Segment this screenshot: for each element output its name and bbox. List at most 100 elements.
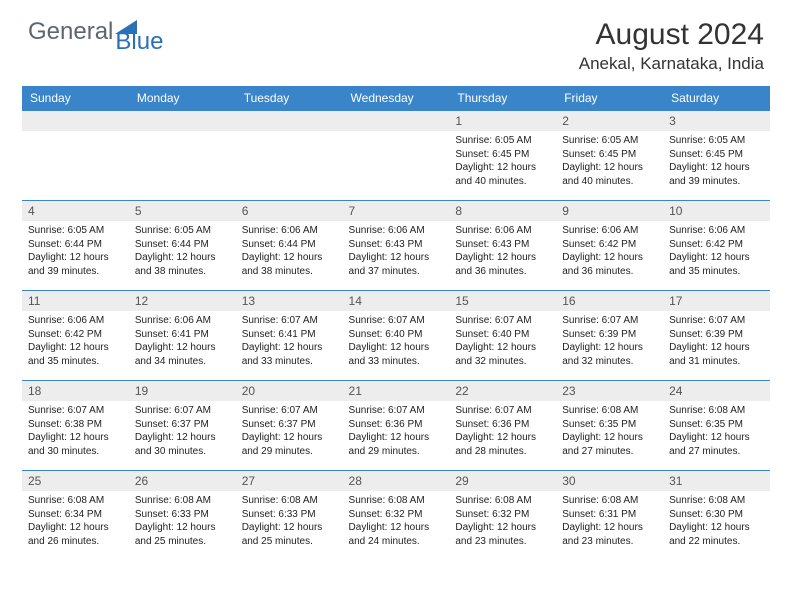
day-number: 28 bbox=[343, 471, 450, 491]
day-details: Sunrise: 6:08 AMSunset: 6:32 PMDaylight:… bbox=[449, 491, 556, 552]
day-number: 26 bbox=[129, 471, 236, 491]
day-header: Tuesday bbox=[236, 86, 343, 111]
calendar-week-row: 11Sunrise: 6:06 AMSunset: 6:42 PMDayligh… bbox=[22, 291, 770, 381]
title-block: August 2024 Anekal, Karnataka, India bbox=[579, 18, 764, 74]
day-number: 6 bbox=[236, 201, 343, 221]
calendar-day-cell: 4Sunrise: 6:05 AMSunset: 6:44 PMDaylight… bbox=[22, 201, 129, 291]
calendar-day-cell: 15Sunrise: 6:07 AMSunset: 6:40 PMDayligh… bbox=[449, 291, 556, 381]
day-number: 30 bbox=[556, 471, 663, 491]
day-number bbox=[236, 111, 343, 131]
calendar-day-cell: 1Sunrise: 6:05 AMSunset: 6:45 PMDaylight… bbox=[449, 111, 556, 201]
calendar-day-cell bbox=[129, 111, 236, 201]
day-details: Sunrise: 6:06 AMSunset: 6:42 PMDaylight:… bbox=[663, 221, 770, 282]
day-details: Sunrise: 6:06 AMSunset: 6:42 PMDaylight:… bbox=[556, 221, 663, 282]
day-details: Sunrise: 6:07 AMSunset: 6:40 PMDaylight:… bbox=[343, 311, 450, 372]
day-number: 3 bbox=[663, 111, 770, 131]
day-number: 8 bbox=[449, 201, 556, 221]
day-details: Sunrise: 6:06 AMSunset: 6:42 PMDaylight:… bbox=[22, 311, 129, 372]
day-details: Sunrise: 6:08 AMSunset: 6:35 PMDaylight:… bbox=[556, 401, 663, 462]
day-number: 17 bbox=[663, 291, 770, 311]
day-header: Sunday bbox=[22, 86, 129, 111]
calendar-day-cell bbox=[236, 111, 343, 201]
day-number: 9 bbox=[556, 201, 663, 221]
page-header: General Blue August 2024 Anekal, Karnata… bbox=[0, 0, 792, 82]
day-details: Sunrise: 6:08 AMSunset: 6:35 PMDaylight:… bbox=[663, 401, 770, 462]
day-details: Sunrise: 6:05 AMSunset: 6:45 PMDaylight:… bbox=[663, 131, 770, 192]
day-number: 12 bbox=[129, 291, 236, 311]
calendar-day-cell: 10Sunrise: 6:06 AMSunset: 6:42 PMDayligh… bbox=[663, 201, 770, 291]
day-details: Sunrise: 6:07 AMSunset: 6:36 PMDaylight:… bbox=[343, 401, 450, 462]
calendar-day-cell: 11Sunrise: 6:06 AMSunset: 6:42 PMDayligh… bbox=[22, 291, 129, 381]
day-header: Wednesday bbox=[343, 86, 450, 111]
calendar-day-cell bbox=[22, 111, 129, 201]
day-number: 27 bbox=[236, 471, 343, 491]
calendar-day-cell: 20Sunrise: 6:07 AMSunset: 6:37 PMDayligh… bbox=[236, 381, 343, 471]
day-number: 5 bbox=[129, 201, 236, 221]
calendar-body: 1Sunrise: 6:05 AMSunset: 6:45 PMDaylight… bbox=[22, 111, 770, 561]
location-subtitle: Anekal, Karnataka, India bbox=[579, 54, 764, 74]
calendar-container: SundayMondayTuesdayWednesdayThursdayFrid… bbox=[0, 86, 792, 561]
brand-part1: General bbox=[28, 18, 113, 46]
day-details: Sunrise: 6:05 AMSunset: 6:45 PMDaylight:… bbox=[449, 131, 556, 192]
calendar-week-row: 25Sunrise: 6:08 AMSunset: 6:34 PMDayligh… bbox=[22, 471, 770, 561]
day-number: 25 bbox=[22, 471, 129, 491]
day-details: Sunrise: 6:08 AMSunset: 6:33 PMDaylight:… bbox=[129, 491, 236, 552]
calendar-day-cell: 26Sunrise: 6:08 AMSunset: 6:33 PMDayligh… bbox=[129, 471, 236, 561]
day-details: Sunrise: 6:05 AMSunset: 6:44 PMDaylight:… bbox=[22, 221, 129, 282]
day-number: 18 bbox=[22, 381, 129, 401]
day-number: 19 bbox=[129, 381, 236, 401]
day-number bbox=[129, 111, 236, 131]
calendar-week-row: 1Sunrise: 6:05 AMSunset: 6:45 PMDaylight… bbox=[22, 111, 770, 201]
day-number: 7 bbox=[343, 201, 450, 221]
calendar-week-row: 4Sunrise: 6:05 AMSunset: 6:44 PMDaylight… bbox=[22, 201, 770, 291]
calendar-day-cell: 25Sunrise: 6:08 AMSunset: 6:34 PMDayligh… bbox=[22, 471, 129, 561]
day-number: 31 bbox=[663, 471, 770, 491]
day-details: Sunrise: 6:08 AMSunset: 6:33 PMDaylight:… bbox=[236, 491, 343, 552]
day-header: Saturday bbox=[663, 86, 770, 111]
day-header: Thursday bbox=[449, 86, 556, 111]
day-details: Sunrise: 6:06 AMSunset: 6:41 PMDaylight:… bbox=[129, 311, 236, 372]
day-details: Sunrise: 6:07 AMSunset: 6:40 PMDaylight:… bbox=[449, 311, 556, 372]
day-details: Sunrise: 6:07 AMSunset: 6:38 PMDaylight:… bbox=[22, 401, 129, 462]
calendar-day-cell: 22Sunrise: 6:07 AMSunset: 6:36 PMDayligh… bbox=[449, 381, 556, 471]
day-number: 11 bbox=[22, 291, 129, 311]
day-details: Sunrise: 6:06 AMSunset: 6:43 PMDaylight:… bbox=[449, 221, 556, 282]
month-year-title: August 2024 bbox=[579, 18, 764, 52]
day-number: 1 bbox=[449, 111, 556, 131]
day-number: 24 bbox=[663, 381, 770, 401]
day-number: 4 bbox=[22, 201, 129, 221]
calendar-day-cell: 28Sunrise: 6:08 AMSunset: 6:32 PMDayligh… bbox=[343, 471, 450, 561]
calendar-day-cell: 9Sunrise: 6:06 AMSunset: 6:42 PMDaylight… bbox=[556, 201, 663, 291]
calendar-day-cell: 29Sunrise: 6:08 AMSunset: 6:32 PMDayligh… bbox=[449, 471, 556, 561]
day-number: 2 bbox=[556, 111, 663, 131]
day-details: Sunrise: 6:06 AMSunset: 6:43 PMDaylight:… bbox=[343, 221, 450, 282]
day-number: 23 bbox=[556, 381, 663, 401]
calendar-week-row: 18Sunrise: 6:07 AMSunset: 6:38 PMDayligh… bbox=[22, 381, 770, 471]
day-details: Sunrise: 6:06 AMSunset: 6:44 PMDaylight:… bbox=[236, 221, 343, 282]
day-number: 21 bbox=[343, 381, 450, 401]
day-number: 10 bbox=[663, 201, 770, 221]
calendar-day-cell: 8Sunrise: 6:06 AMSunset: 6:43 PMDaylight… bbox=[449, 201, 556, 291]
brand-logo: General Blue bbox=[28, 18, 163, 46]
day-number: 29 bbox=[449, 471, 556, 491]
day-details: Sunrise: 6:08 AMSunset: 6:31 PMDaylight:… bbox=[556, 491, 663, 552]
day-number bbox=[22, 111, 129, 131]
day-details: Sunrise: 6:08 AMSunset: 6:30 PMDaylight:… bbox=[663, 491, 770, 552]
calendar-day-cell: 23Sunrise: 6:08 AMSunset: 6:35 PMDayligh… bbox=[556, 381, 663, 471]
calendar-day-cell bbox=[343, 111, 450, 201]
calendar-day-cell: 5Sunrise: 6:05 AMSunset: 6:44 PMDaylight… bbox=[129, 201, 236, 291]
day-details: Sunrise: 6:07 AMSunset: 6:39 PMDaylight:… bbox=[663, 311, 770, 372]
day-header: Monday bbox=[129, 86, 236, 111]
day-header-row: SundayMondayTuesdayWednesdayThursdayFrid… bbox=[22, 86, 770, 111]
calendar-day-cell: 18Sunrise: 6:07 AMSunset: 6:38 PMDayligh… bbox=[22, 381, 129, 471]
day-number: 15 bbox=[449, 291, 556, 311]
day-details: Sunrise: 6:07 AMSunset: 6:41 PMDaylight:… bbox=[236, 311, 343, 372]
calendar-day-cell: 19Sunrise: 6:07 AMSunset: 6:37 PMDayligh… bbox=[129, 381, 236, 471]
calendar-day-cell: 31Sunrise: 6:08 AMSunset: 6:30 PMDayligh… bbox=[663, 471, 770, 561]
calendar-day-cell: 13Sunrise: 6:07 AMSunset: 6:41 PMDayligh… bbox=[236, 291, 343, 381]
brand-part2: Blue bbox=[115, 28, 163, 56]
day-details: Sunrise: 6:07 AMSunset: 6:39 PMDaylight:… bbox=[556, 311, 663, 372]
calendar-day-cell: 6Sunrise: 6:06 AMSunset: 6:44 PMDaylight… bbox=[236, 201, 343, 291]
day-number: 14 bbox=[343, 291, 450, 311]
day-details: Sunrise: 6:07 AMSunset: 6:37 PMDaylight:… bbox=[129, 401, 236, 462]
